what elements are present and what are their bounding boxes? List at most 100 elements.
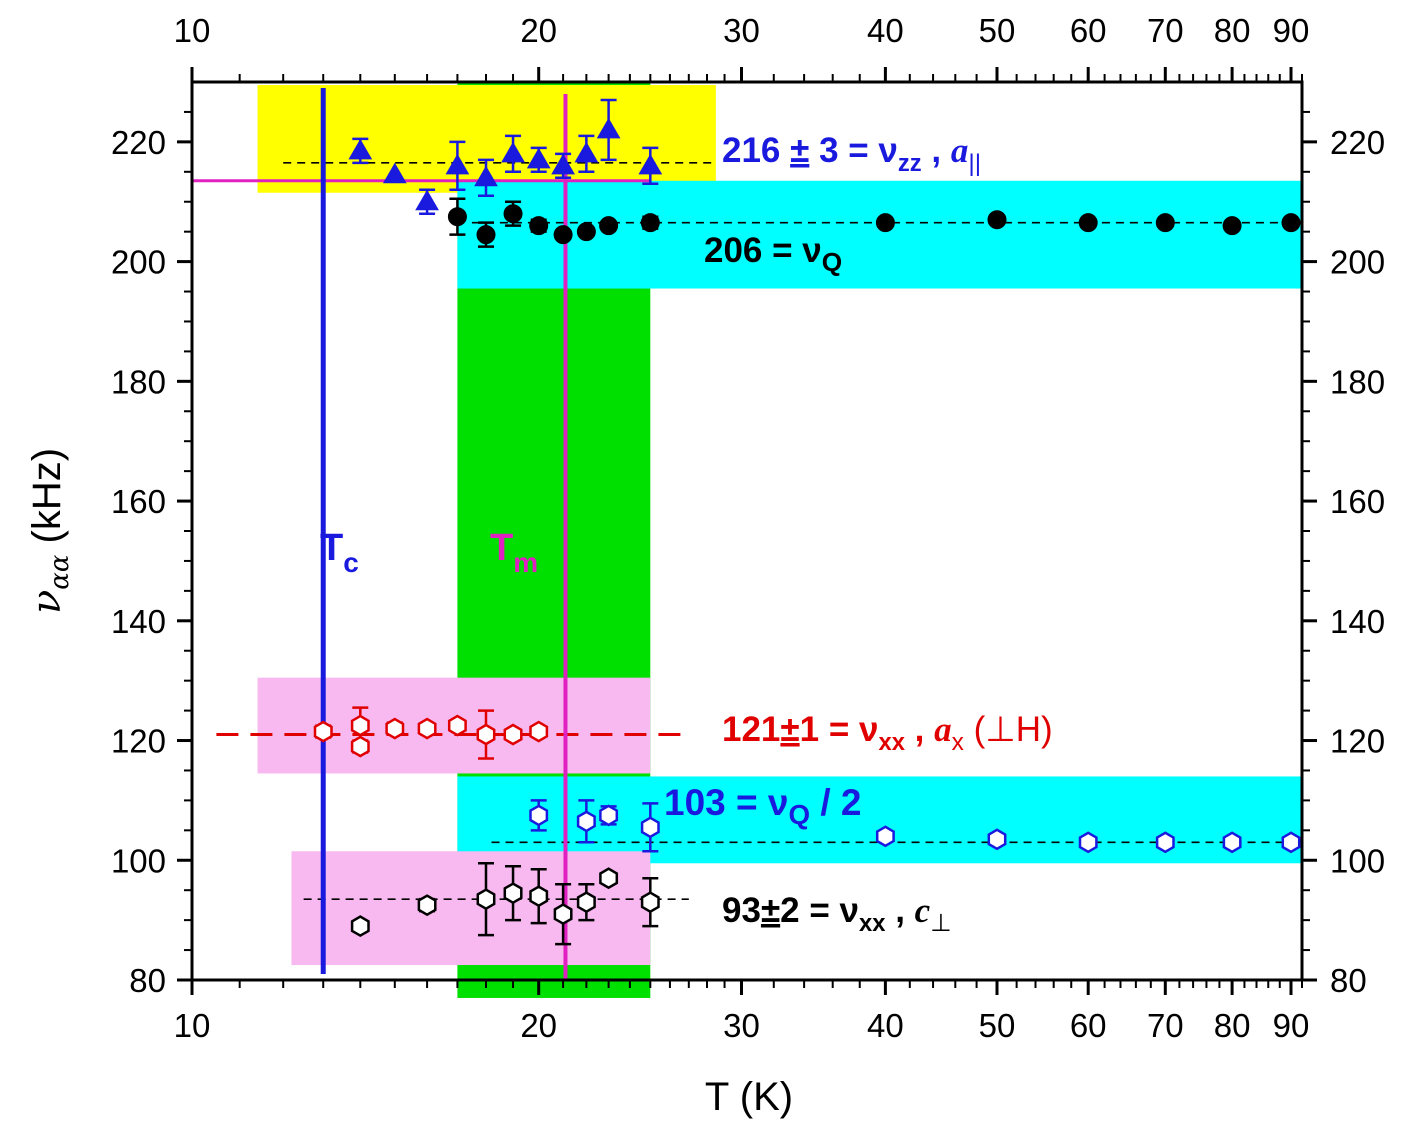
hexagon-point — [417, 717, 437, 740]
x-top-tick-label: 60 — [1070, 12, 1107, 49]
y-tick-label: 140 — [111, 603, 166, 640]
circle-point — [503, 204, 523, 224]
y-axis-title: ναα (kHz) — [24, 448, 75, 614]
data-points — [313, 98, 1301, 946]
x-tick-label: 40 — [867, 1007, 904, 1044]
x-tick-label: 10 — [174, 1007, 211, 1044]
triangle-point — [551, 153, 575, 175]
circle-point — [1155, 213, 1175, 233]
axes: 10 10 20 20 30 30 40 40 50 50 60 60 70 70 80 80 90 90 80 80… — [24, 12, 1385, 1119]
y-right-tick-label: 160 — [1330, 483, 1385, 520]
y-right-tick-label: 200 — [1330, 244, 1385, 281]
x-tick-label: 50 — [979, 1007, 1016, 1044]
y-tick-label: 180 — [111, 363, 166, 400]
tc-label: Tc — [320, 527, 359, 578]
hexagon-point — [350, 735, 370, 758]
hexagon-point — [553, 903, 573, 926]
circle-point — [529, 216, 549, 236]
y-right-tick-label: 80 — [1330, 962, 1367, 999]
hexagon-point — [599, 804, 619, 827]
annotation-nu-xx-a: 121±1 = νxx , ax (⊥H) — [722, 710, 1053, 756]
hexagon-point — [417, 894, 437, 917]
hexagon-point — [599, 867, 619, 890]
hexagon-point — [385, 717, 405, 740]
tm-label: Tm — [490, 527, 538, 578]
triangle-point — [382, 162, 407, 184]
annotation-nu-xx-c: 93±2 = νxx , c⊥ — [722, 891, 952, 937]
x-top-tick-label: 80 — [1214, 12, 1251, 49]
hexagon-point — [529, 885, 549, 908]
circle-point — [1281, 213, 1301, 233]
hexagon-point — [640, 816, 660, 839]
hexagon-point — [503, 723, 523, 746]
y-tick-label: 200 — [111, 244, 166, 281]
x-top-tick-label: 90 — [1273, 12, 1310, 49]
triangle-point — [445, 153, 470, 175]
shaded-bands — [257, 82, 1302, 998]
circle-point — [447, 207, 467, 227]
x-top-tick-label: 30 — [723, 12, 760, 49]
circle-point — [599, 216, 619, 236]
hexagon-point — [476, 888, 496, 911]
x-axis-title: T (K) — [705, 1075, 793, 1119]
hexagon-point — [875, 825, 895, 848]
triangle-point — [415, 189, 439, 211]
y-right-tick-label: 100 — [1330, 842, 1385, 879]
x-tick-label: 70 — [1147, 1007, 1184, 1044]
triangle-point — [574, 141, 599, 163]
triangle-point — [348, 138, 373, 160]
hexagon-point — [576, 891, 596, 914]
x-tick-label: 80 — [1214, 1007, 1251, 1044]
x-top-tick-label: 20 — [520, 12, 557, 49]
annotation-nu-q: 206 = νQ — [704, 231, 842, 277]
circle-point — [640, 213, 660, 233]
triangle-point — [596, 117, 621, 139]
circle-point — [875, 213, 895, 233]
circle-point — [553, 225, 573, 245]
y-right-tick-label: 120 — [1330, 723, 1385, 760]
circle-point — [1222, 216, 1242, 236]
circle-point — [576, 222, 596, 242]
circle-point — [987, 210, 1007, 230]
hexagon-point — [1155, 831, 1175, 854]
circle-point — [476, 225, 496, 245]
y-tick-label: 80 — [129, 962, 166, 999]
y-tick-label: 100 — [111, 842, 166, 879]
hexagon-point — [1281, 831, 1301, 854]
hexagon-point — [640, 891, 660, 914]
triangle-point — [638, 153, 663, 175]
x-top-tick-label: 40 — [867, 12, 904, 49]
x-top-tick-label: 50 — [979, 12, 1016, 49]
x-tick-label: 30 — [723, 1007, 760, 1044]
triangle-point — [526, 147, 551, 169]
hexagon-point — [529, 720, 549, 743]
hexagon-point — [350, 915, 370, 938]
hexagon-point — [576, 810, 596, 833]
annotation-nu-q-half: 103 = νQ / 2 — [664, 782, 862, 830]
y-right-tick-label: 140 — [1330, 603, 1385, 640]
hexagon-point — [1078, 831, 1098, 854]
y-right-tick-label: 180 — [1330, 363, 1385, 400]
hexagon-point — [503, 882, 523, 905]
annotation-nu-zz: 216 ± 3 = νzz , a|| — [722, 131, 981, 177]
hexagon-point — [1222, 831, 1242, 854]
x-top-tick-label: 10 — [174, 12, 211, 49]
hexagon-point — [447, 714, 467, 737]
x-tick-label: 90 — [1273, 1007, 1310, 1044]
hexagon-point — [313, 720, 333, 743]
x-tick-label: 20 — [520, 1007, 557, 1044]
y-right-tick-label: 220 — [1330, 124, 1385, 161]
hexagon-point — [529, 804, 549, 827]
hexagon-point — [987, 828, 1007, 851]
y-tick-label: 160 — [111, 483, 166, 520]
x-tick-label: 60 — [1070, 1007, 1107, 1044]
y-tick-label: 220 — [111, 124, 166, 161]
pink-band-93 — [291, 851, 651, 966]
x-top-tick-label: 70 — [1147, 12, 1184, 49]
hexagon-point — [476, 723, 496, 746]
y-tick-label: 120 — [111, 723, 166, 760]
triangle-point — [474, 165, 498, 187]
hexagon-point — [350, 714, 370, 737]
triangle-point — [501, 141, 525, 163]
